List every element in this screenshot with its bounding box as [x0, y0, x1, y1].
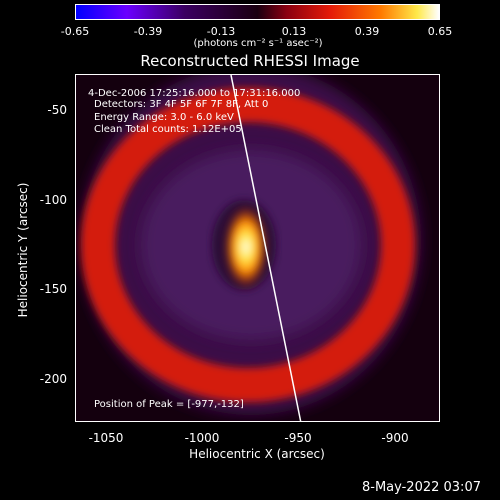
annotation-time: 4-Dec-2006 17:25:16.000 to 17:31:16.000 — [88, 88, 301, 99]
heatmap-image — [76, 75, 439, 421]
colorbar-tick: -0.65 — [60, 25, 90, 38]
solar-limb — [230, 75, 302, 421]
y-tick: -50 — [47, 103, 67, 117]
annotation-detectors: Detectors: 3F 4F 5F 6F 7F 8F, Att 0 — [94, 99, 269, 110]
x-tick: -900 — [381, 431, 409, 445]
colorbar-tick: 0.39 — [354, 25, 380, 38]
heatmap-core — [224, 205, 268, 289]
heatmap-ring — [81, 88, 415, 402]
y-tick: -200 — [39, 372, 67, 386]
colorbar-tick: -0.39 — [133, 25, 163, 38]
annotation-clean: Clean Total counts: 1.12E+05 — [94, 124, 242, 135]
x-tick: -1050 — [88, 431, 124, 445]
colorbar-tick: 0.13 — [281, 25, 307, 38]
image-plot: 4-Dec-2006 17:25:16.000 to 17:31:16.000 … — [75, 74, 440, 422]
annotation-peak: Position of Peak = [-977,-132] — [94, 399, 244, 410]
plot-title: Reconstructed RHESSI Image — [140, 52, 360, 70]
colorbar — [75, 4, 440, 20]
annotation-energy: Energy Range: 3.0 - 6.0 keV — [94, 112, 234, 123]
colorbar-tick: -0.13 — [206, 25, 236, 38]
x-tick: -1000 — [184, 431, 220, 445]
colorbar-tick: 0.65 — [427, 25, 453, 38]
colorbar-units: (photons cm⁻² s⁻¹ asec⁻²) — [193, 38, 323, 49]
y-tick: -150 — [39, 282, 67, 296]
x-tick: -950 — [284, 431, 312, 445]
y-axis-label: Heliocentric Y (arcsec) — [16, 182, 30, 318]
x-axis-label: Heliocentric X (arcsec) — [189, 447, 325, 461]
footer-timestamp: 8-May-2022 03:07 — [362, 480, 481, 495]
y-tick: -100 — [39, 193, 67, 207]
